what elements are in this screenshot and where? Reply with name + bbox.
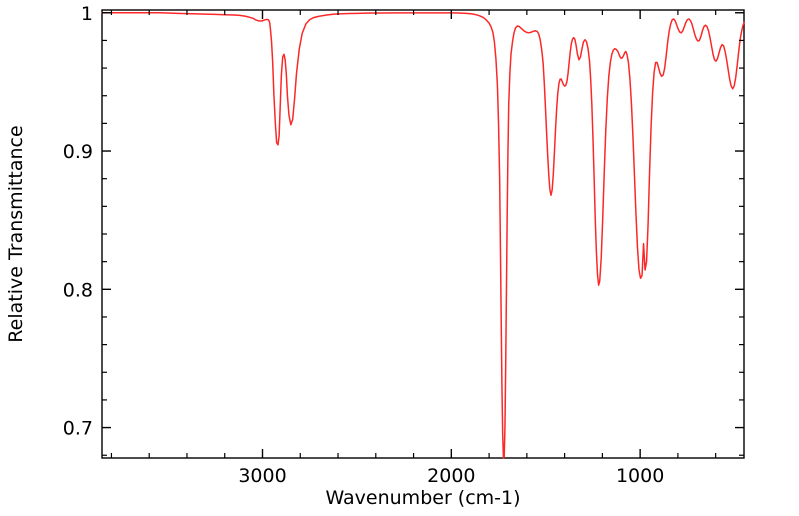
y-axis-ticklabels: 1 0.9 0.8 0.7 [63,3,93,440]
x-axis-ticks [110,10,717,458]
y-tick-label: 1 [81,3,93,25]
spectrum-trace [101,12,745,459]
y-tick-label: 0.7 [63,418,93,440]
x-tick-label: 1000 [616,465,664,487]
y-tick-label: 0.8 [63,279,93,301]
x-axis-label: Wavenumber (cm-1) [325,487,520,509]
x-axis-ticklabels: 1000 2000 3000 [238,465,664,487]
y-axis-ticks [102,12,744,456]
x-tick-label: 3000 [238,465,286,487]
y-tick-label: 0.9 [63,141,93,163]
spectrum-group [101,12,745,459]
x-tick-label: 2000 [427,465,475,487]
y-axis-label: Relative Transmittance [5,125,27,342]
